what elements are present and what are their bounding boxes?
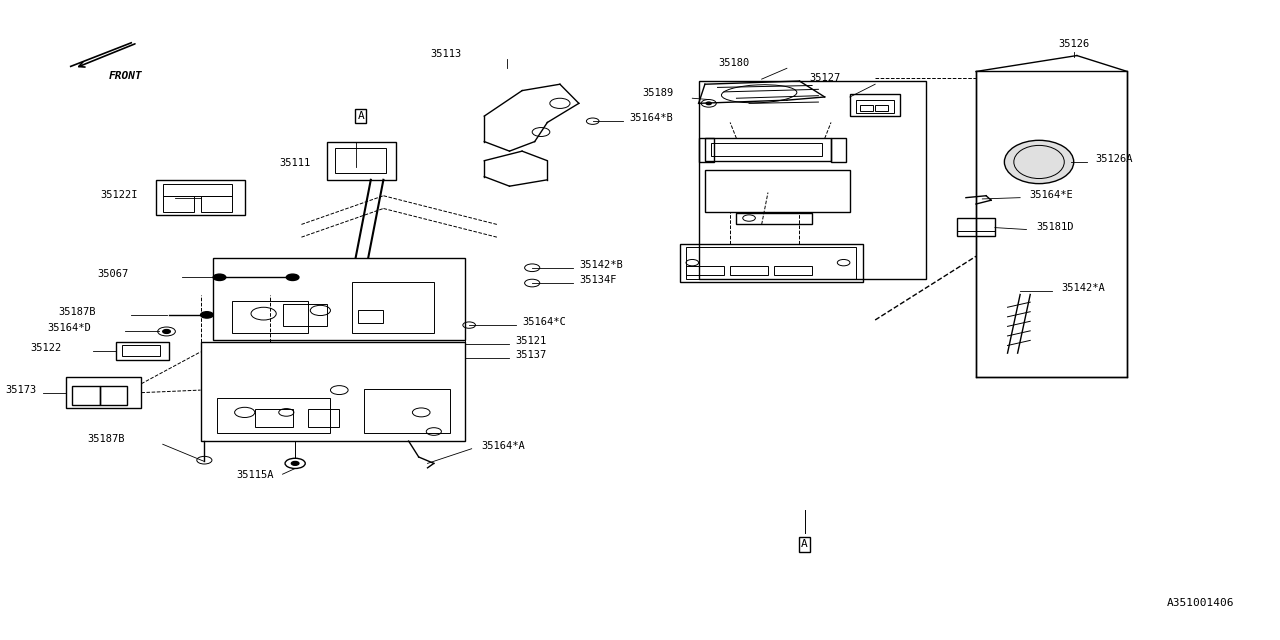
Bar [705,138,831,161]
Bar [736,213,812,225]
Bar [201,342,466,441]
Bar [712,143,822,156]
Text: A: A [801,540,808,549]
Text: 35181D: 35181D [1037,221,1074,232]
Text: 35115A: 35115A [236,470,274,480]
Bar [977,72,1128,378]
Bar [352,282,434,333]
Text: 35142*A: 35142*A [1061,284,1106,293]
Text: 35173: 35173 [5,385,37,395]
Bar [860,104,873,111]
Text: A351001406: A351001406 [1167,598,1234,608]
Bar [255,409,293,427]
Bar [686,246,856,278]
Bar [100,386,128,404]
Bar [218,398,330,433]
Circle shape [214,274,225,280]
Text: 35164*B: 35164*B [630,113,673,123]
Bar [214,257,466,340]
Bar [72,386,100,404]
Text: 35164*C: 35164*C [522,317,566,327]
Bar [123,345,160,356]
Bar [156,180,244,215]
Bar [358,310,384,323]
Text: 35164*D: 35164*D [47,323,91,333]
Circle shape [707,102,712,104]
Bar [116,342,169,360]
Bar [876,104,888,111]
Ellipse shape [1005,140,1074,184]
Text: 35122I: 35122I [100,189,137,200]
Bar [699,81,925,278]
Text: 35180: 35180 [718,58,750,68]
Circle shape [201,312,214,318]
Text: 35113: 35113 [431,49,462,60]
Bar [680,244,863,282]
Text: 35189: 35189 [643,88,673,98]
Text: A: A [357,111,364,121]
Text: 35126A: 35126A [1096,154,1133,164]
Bar [326,141,396,180]
Text: 35122: 35122 [31,342,61,353]
Bar [856,100,893,113]
Bar [730,266,768,275]
Circle shape [292,461,300,465]
Circle shape [287,274,300,280]
Text: 35164*A: 35164*A [481,441,526,451]
Text: 35142*B: 35142*B [579,260,622,269]
Bar [201,196,232,212]
Bar [365,389,451,433]
Text: 35187B: 35187B [87,435,125,444]
Text: 35127: 35127 [809,73,841,83]
Bar [335,148,387,173]
Bar [232,301,307,333]
Bar [283,304,326,326]
Circle shape [163,330,170,333]
Text: 35134F: 35134F [579,275,617,285]
Text: 35187B: 35187B [59,307,96,317]
Bar [65,378,141,408]
Bar [705,170,850,212]
Text: 35111: 35111 [279,158,311,168]
Bar [957,218,995,236]
Bar [686,266,723,275]
Bar [831,138,846,162]
Bar [850,94,900,116]
Text: 35137: 35137 [516,350,547,360]
Bar [163,196,195,212]
Text: 35121: 35121 [516,336,547,346]
Text: FRONT: FRONT [109,71,142,81]
Bar [699,138,714,162]
Bar [163,184,232,196]
Text: 35164*E: 35164*E [1029,189,1073,200]
Text: 35067: 35067 [97,269,129,279]
Bar [307,409,339,427]
Bar [774,266,812,275]
Text: 35126: 35126 [1059,39,1091,49]
